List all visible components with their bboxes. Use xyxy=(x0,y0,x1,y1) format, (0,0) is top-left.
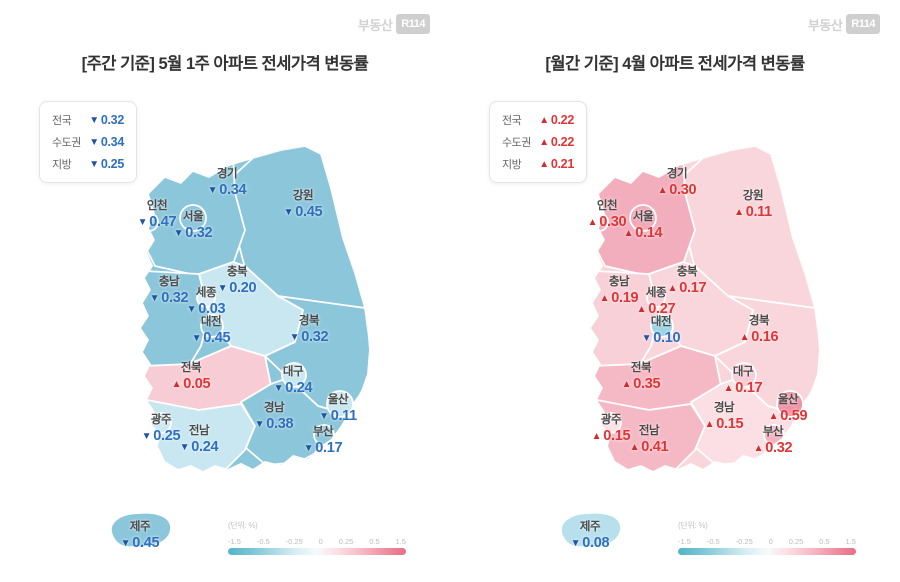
legend-row-provincial: 지방 ▲ 0.21 xyxy=(502,156,574,172)
region-chungnam xyxy=(591,269,660,369)
scale-tick-labels: -1.5 -0.5 -0.25 0 0.25 0.5 1.5 xyxy=(678,537,856,546)
trend-triangle-icon: ▲ xyxy=(539,159,549,170)
brand-logo: 부동산 R114 xyxy=(358,14,430,34)
color-scale-legend: (단위: %) -1.5 -0.5 -0.25 0 0.25 0.5 1.5 xyxy=(678,520,856,555)
legend-label: 지방 xyxy=(502,159,522,171)
legend-row-national: 전국 ▼ 0.32 xyxy=(52,112,124,128)
scale-tick: 1.5 xyxy=(395,537,406,546)
region-chungnam xyxy=(141,269,210,369)
legend-value: ▼ 0.32 xyxy=(89,113,124,127)
legend-label: 수도권 xyxy=(502,137,531,149)
panel-title: [월간 기준] 4월 아파트 전세가격 변동률 xyxy=(545,55,805,73)
legend-value: ▲ 0.22 xyxy=(539,135,574,149)
jeju-island-map xyxy=(111,513,171,547)
scale-tick: 0.5 xyxy=(819,537,830,546)
legend-row-national: 전국 ▲ 0.22 xyxy=(502,112,574,128)
legend-row-metro: 수도권 ▼ 0.34 xyxy=(52,134,124,150)
panel-title: [주간 기준] 5월 1주 아파트 전세가격 변동률 xyxy=(81,55,369,73)
scale-unit-label: (단위: %) xyxy=(678,521,708,530)
color-scale-gradient-bar xyxy=(228,548,406,555)
legend-label: 지방 xyxy=(52,159,72,171)
brand-logo-r114-badge: R114 xyxy=(396,14,430,34)
korea-choropleth-map xyxy=(591,146,819,471)
jeju-island-map xyxy=(561,513,621,547)
trend-triangle-icon: ▼ xyxy=(89,115,99,126)
region-daegu xyxy=(281,362,307,388)
left-map-panel: 부동산 R114 [주간 기준] 5월 1주 아파트 전세가격 변동률 전국 ▼… xyxy=(39,14,430,555)
trend-triangle-icon: ▲ xyxy=(539,115,549,126)
region-jeju xyxy=(111,513,171,547)
legend-label: 전국 xyxy=(502,115,522,127)
brand-logo-text: 부동산 xyxy=(357,17,393,33)
region-sejong xyxy=(196,288,216,308)
legend-value: ▼ 0.34 xyxy=(89,135,124,149)
trend-triangle-icon: ▼ xyxy=(89,137,99,148)
region-incheon xyxy=(141,212,159,232)
legend-row-provincial: 지방 ▼ 0.25 xyxy=(52,156,124,172)
region-busan xyxy=(763,424,785,446)
brand-logo: 부동산 R114 xyxy=(808,14,880,34)
color-scale-gradient-bar xyxy=(678,548,856,555)
right-map-panel: 부동산 R114 [월간 기준] 4월 아파트 전세가격 변동률 전국 ▲ 0.2… xyxy=(450,0,900,582)
scale-tick: -0.25 xyxy=(285,537,303,546)
scale-tick: -0.5 xyxy=(256,537,270,546)
summary-legend-box: 전국 ▼ 0.32 수도권 ▼ 0.34 지방 ▼ 0.25 xyxy=(39,101,137,183)
region-gwangju xyxy=(150,412,172,434)
trend-triangle-icon: ▲ xyxy=(539,137,549,148)
region-seoul xyxy=(179,204,207,232)
scale-tick: -0.5 xyxy=(706,537,720,546)
region-incheon xyxy=(591,212,609,232)
scale-tick: 0 xyxy=(318,537,323,546)
region-daejeon xyxy=(650,314,674,338)
region-seoul xyxy=(629,204,657,232)
legend-label: 수도권 xyxy=(52,137,81,149)
region-jeju xyxy=(561,513,621,547)
region-ulsan xyxy=(776,390,804,418)
scale-unit-label: (단위: %) xyxy=(228,521,258,530)
region-sejong xyxy=(646,288,666,308)
scale-tick: -0.25 xyxy=(735,537,753,546)
legend-value: ▲ 0.21 xyxy=(539,157,574,171)
legend-row-metro: 수도권 ▲ 0.22 xyxy=(502,134,574,150)
legend-value: ▼ 0.25 xyxy=(89,157,124,171)
scale-tick-labels: -1.5 -0.5 -0.25 0 0.25 0.5 1.5 xyxy=(228,537,406,546)
scale-tick: 1.5 xyxy=(845,537,856,546)
scale-tick: -1.5 xyxy=(678,537,691,546)
summary-legend-box: 전국 ▲ 0.22 수도권 ▲ 0.22 지방 ▲ 0.21 xyxy=(489,101,587,183)
region-gwangju xyxy=(600,412,622,434)
brand-logo-text: 부동산 xyxy=(807,17,843,33)
scale-tick: 0.5 xyxy=(369,537,380,546)
trend-triangle-icon: ▼ xyxy=(89,159,99,170)
legend-label: 전국 xyxy=(52,115,72,127)
region-daegu xyxy=(731,362,757,388)
legend-value: ▲ 0.22 xyxy=(539,113,574,127)
scale-tick: 0.25 xyxy=(788,537,804,546)
scale-tick: 0 xyxy=(768,537,773,546)
region-busan xyxy=(313,424,335,446)
scale-tick: 0.25 xyxy=(338,537,354,546)
region-ulsan xyxy=(326,390,354,418)
color-scale-legend: (단위: %) -1.5 -0.5 -0.25 0 0.25 0.5 1.5 xyxy=(228,520,406,555)
scale-tick: -1.5 xyxy=(228,537,241,546)
korea-choropleth-map xyxy=(141,146,369,471)
brand-logo-r114-badge: R114 xyxy=(846,14,880,34)
region-daejeon xyxy=(200,314,224,338)
